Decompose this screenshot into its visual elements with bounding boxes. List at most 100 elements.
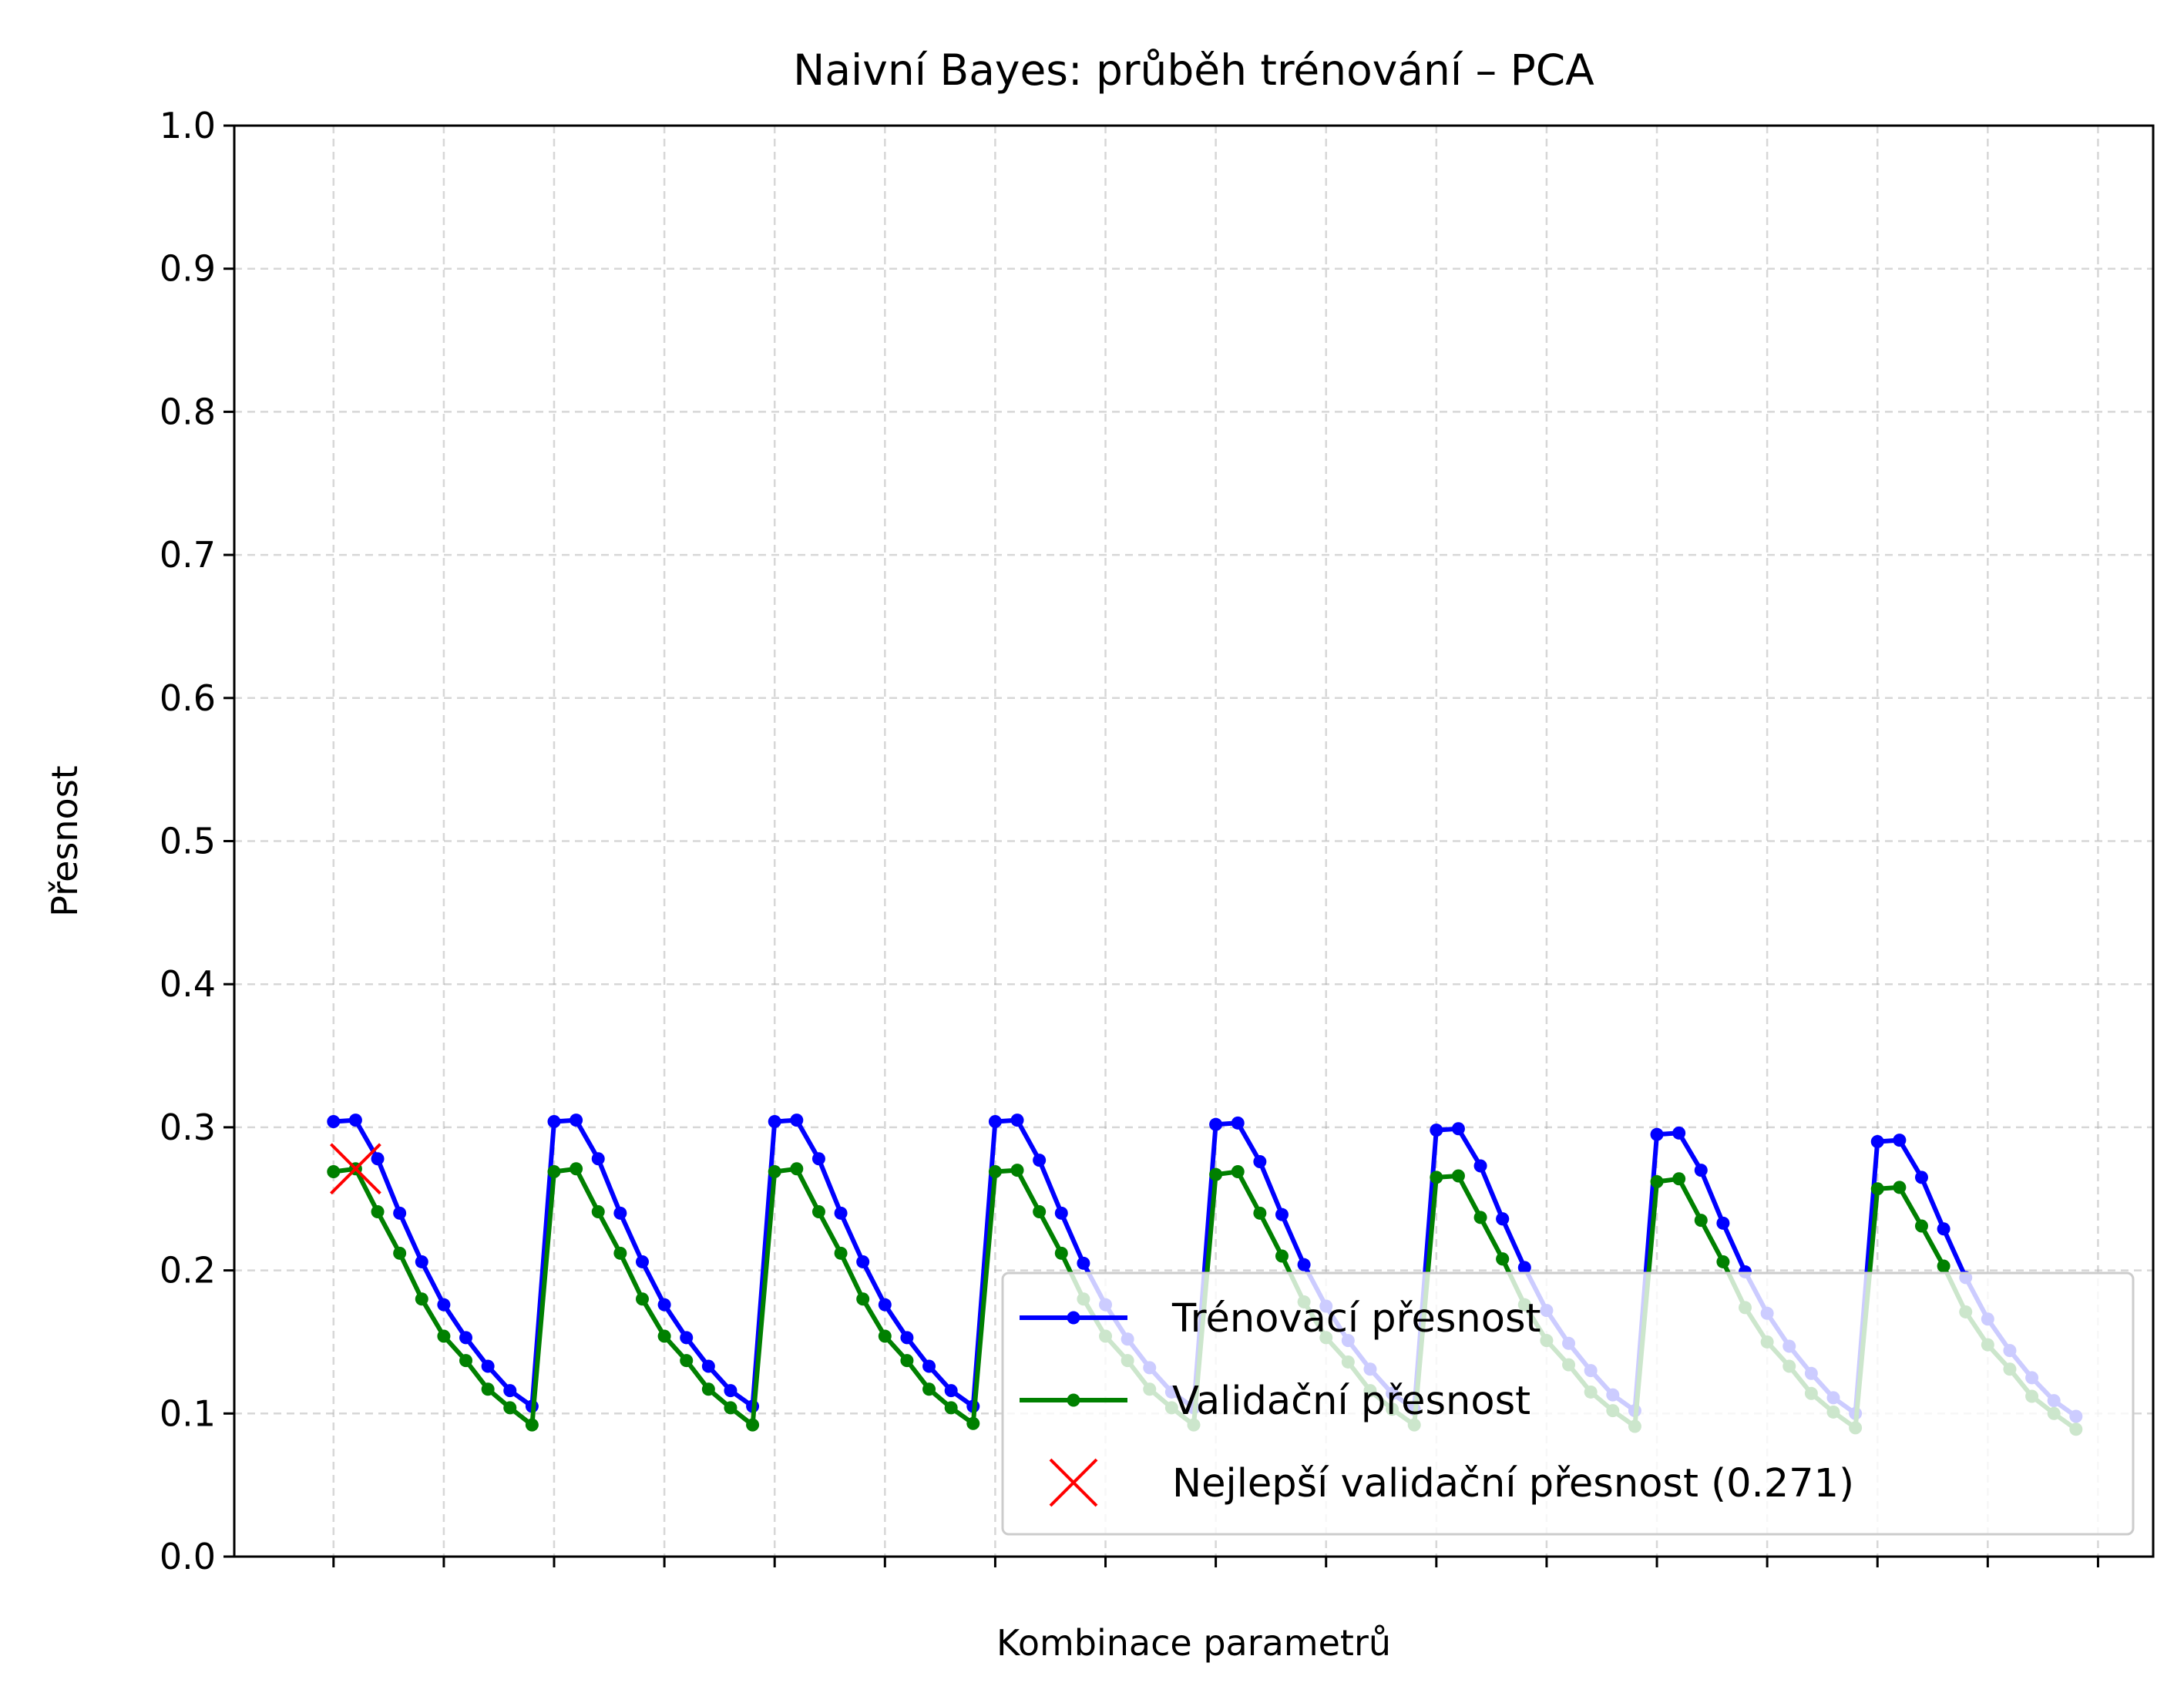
data-point: [1077, 1256, 1090, 1270]
data-point: [1672, 1172, 1686, 1186]
data-point: [922, 1382, 936, 1396]
data-point: [327, 1114, 341, 1128]
data-point: [768, 1164, 781, 1178]
data-point: [856, 1292, 870, 1306]
data-point: [1033, 1154, 1047, 1167]
data-point: [768, 1114, 781, 1128]
data-point: [327, 1164, 341, 1178]
data-point: [746, 1418, 760, 1432]
y-tick-label: 0.9: [160, 248, 216, 290]
data-point: [437, 1329, 451, 1343]
legend-swatch: [1049, 1458, 1098, 1507]
data-point: [1010, 1114, 1024, 1127]
data-point: [1937, 1222, 1950, 1236]
data-point: [1716, 1216, 1730, 1230]
data-point: [1870, 1182, 1884, 1196]
data-point: [922, 1359, 936, 1373]
y-tick-label: 0.6: [160, 677, 216, 719]
data-point: [1231, 1116, 1245, 1130]
data-point: [1054, 1206, 1068, 1220]
data-point: [1893, 1134, 1907, 1147]
data-point: [459, 1331, 473, 1345]
data-point: [988, 1114, 1002, 1128]
y-tick-label: 0.7: [160, 534, 216, 576]
data-point: [570, 1162, 583, 1176]
data-point: [1209, 1117, 1223, 1131]
plot-frame: [233, 124, 2155, 1558]
y-tick-label: 0.1: [160, 1392, 216, 1434]
y-tick-label: 0.4: [160, 963, 216, 1005]
data-point: [1870, 1134, 1884, 1148]
data-point: [680, 1331, 694, 1345]
data-point: [900, 1331, 914, 1345]
data-point: [657, 1298, 671, 1312]
data-point: [591, 1152, 605, 1166]
data-point: [1517, 1261, 1531, 1275]
data-point: [525, 1418, 539, 1432]
data-point: [1451, 1122, 1465, 1136]
x-axis-label: Kombinace parametrů: [996, 1622, 1391, 1664]
legend-label: Nejlepší validační přesnost (0.271): [1172, 1461, 1854, 1506]
data-point: [1033, 1204, 1047, 1218]
data-point: [1010, 1164, 1024, 1177]
legend-box: [1001, 1271, 2135, 1536]
data-point: [415, 1292, 428, 1306]
best-marker-stroke: [329, 1143, 381, 1195]
data-point: [1672, 1126, 1686, 1140]
data-point: [1275, 1249, 1289, 1263]
data-point: [459, 1354, 473, 1368]
data-point: [834, 1206, 848, 1220]
data-point: [1054, 1246, 1068, 1260]
data-point: [1473, 1159, 1487, 1173]
data-point: [1451, 1169, 1465, 1183]
data-point: [591, 1204, 605, 1218]
data-point: [1716, 1255, 1730, 1268]
legend-item: Nejlepší validační přesnost (0.271): [1049, 1458, 1854, 1507]
data-point: [900, 1354, 914, 1368]
data-point: [613, 1206, 627, 1220]
legend-label: Validační přesnost: [1172, 1379, 1530, 1424]
data-point: [1275, 1208, 1289, 1221]
data-point: [988, 1164, 1002, 1178]
data-point: [393, 1206, 407, 1220]
y-tick-label: 0.0: [160, 1536, 216, 1577]
y-axis: 0.0 0.1 0.2 0.3 0.4 0.5 0.6 0.7 0.8 0.9 1.0: [160, 105, 234, 1577]
data-point: [1430, 1171, 1443, 1184]
data-point: [570, 1114, 583, 1127]
data-point: [1694, 1164, 1708, 1177]
data-point: [834, 1246, 848, 1260]
data-point: [790, 1114, 804, 1127]
data-point: [1297, 1258, 1311, 1271]
legend-item: Trénovací přesnost: [1020, 1296, 1541, 1342]
y-axis-label: Přesnost: [44, 765, 86, 916]
data-point: [657, 1329, 671, 1343]
data-point: [790, 1162, 804, 1176]
data-point: [944, 1384, 958, 1398]
data-point: [1473, 1211, 1487, 1224]
data-point: [724, 1384, 738, 1398]
legend: Trénovací přesnost Validační přesnost Nejl…: [1001, 1271, 2135, 1536]
y-tick-label: 0.3: [160, 1107, 216, 1148]
data-point: [1914, 1219, 1928, 1233]
data-point: [701, 1382, 715, 1396]
data-point: [547, 1164, 561, 1178]
legend-items: Trénovací přesnost Validační přesnost Nejl…: [1020, 1296, 1854, 1507]
y-tick-label: 0.2: [160, 1250, 216, 1292]
legend-label: Trénovací přesnost: [1171, 1296, 1541, 1342]
data-point: [415, 1255, 428, 1268]
data-point: [856, 1255, 870, 1268]
data-point: [811, 1152, 825, 1166]
data-point: [503, 1401, 517, 1415]
data-point: [944, 1401, 958, 1415]
legend-item: Validační přesnost: [1020, 1379, 1530, 1424]
data-point: [1650, 1174, 1664, 1188]
data-point: [724, 1401, 738, 1415]
data-point: [1231, 1164, 1245, 1178]
legend-swatch-marker: [1067, 1393, 1080, 1407]
data-point: [878, 1298, 892, 1312]
y-tick-label: 0.5: [160, 821, 216, 862]
best-marker: [329, 1143, 381, 1195]
data-point: [966, 1416, 980, 1430]
x-axis: [332, 1557, 2099, 1567]
